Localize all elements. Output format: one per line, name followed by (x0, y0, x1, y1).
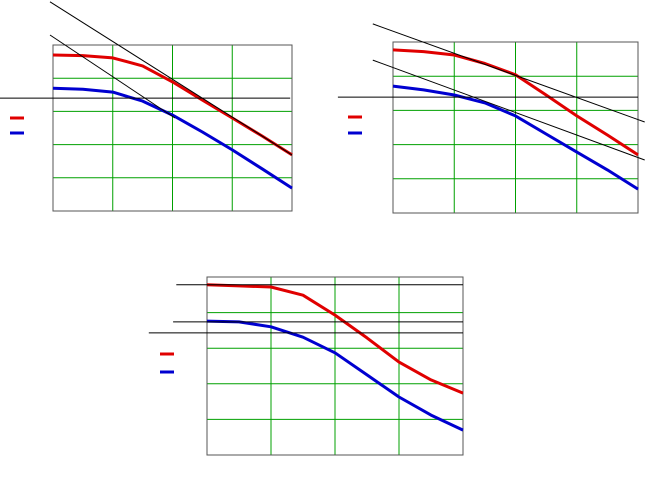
data-line (52, 86, 293, 190)
reference-line (49, 1, 293, 156)
chart (337, 23, 645, 214)
data-line (206, 283, 464, 395)
reference-line (49, 34, 176, 119)
reference-line (372, 23, 645, 123)
plot-frame (206, 276, 464, 456)
data-line (392, 48, 639, 157)
reference-line (372, 59, 645, 161)
data-line (206, 319, 464, 432)
plot-frame (392, 41, 639, 214)
plot-frame (52, 44, 293, 212)
chart (0, 1, 293, 212)
data-line (392, 84, 639, 191)
chart (148, 276, 464, 456)
